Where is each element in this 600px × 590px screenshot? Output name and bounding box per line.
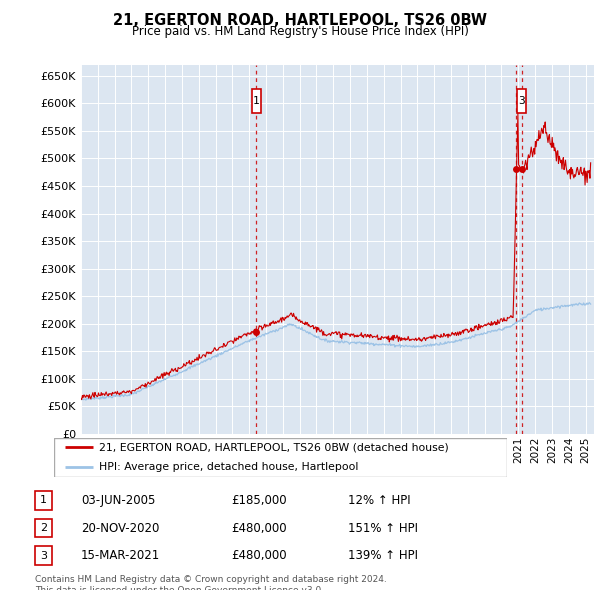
Text: 1: 1 bbox=[253, 96, 260, 106]
Text: 03-JUN-2005: 03-JUN-2005 bbox=[81, 494, 155, 507]
FancyBboxPatch shape bbox=[517, 88, 526, 113]
Text: 15-MAR-2021: 15-MAR-2021 bbox=[81, 549, 160, 562]
Text: 3: 3 bbox=[40, 551, 47, 560]
Text: 21, EGERTON ROAD, HARTLEPOOL, TS26 0BW (detached house): 21, EGERTON ROAD, HARTLEPOOL, TS26 0BW (… bbox=[100, 442, 449, 452]
Text: £480,000: £480,000 bbox=[231, 522, 287, 535]
FancyBboxPatch shape bbox=[251, 88, 261, 113]
Text: 139% ↑ HPI: 139% ↑ HPI bbox=[348, 549, 418, 562]
Text: Contains HM Land Registry data © Crown copyright and database right 2024.
This d: Contains HM Land Registry data © Crown c… bbox=[35, 575, 386, 590]
Text: 12% ↑ HPI: 12% ↑ HPI bbox=[348, 494, 410, 507]
Text: 20-NOV-2020: 20-NOV-2020 bbox=[81, 522, 160, 535]
Text: Price paid vs. HM Land Registry's House Price Index (HPI): Price paid vs. HM Land Registry's House … bbox=[131, 25, 469, 38]
Text: 21, EGERTON ROAD, HARTLEPOOL, TS26 0BW: 21, EGERTON ROAD, HARTLEPOOL, TS26 0BW bbox=[113, 13, 487, 28]
Text: £185,000: £185,000 bbox=[231, 494, 287, 507]
Text: 1: 1 bbox=[40, 496, 47, 505]
Text: 151% ↑ HPI: 151% ↑ HPI bbox=[348, 522, 418, 535]
Text: 3: 3 bbox=[518, 96, 525, 106]
Text: HPI: Average price, detached house, Hartlepool: HPI: Average price, detached house, Hart… bbox=[100, 461, 359, 471]
Text: 2: 2 bbox=[40, 523, 47, 533]
Text: £480,000: £480,000 bbox=[231, 549, 287, 562]
